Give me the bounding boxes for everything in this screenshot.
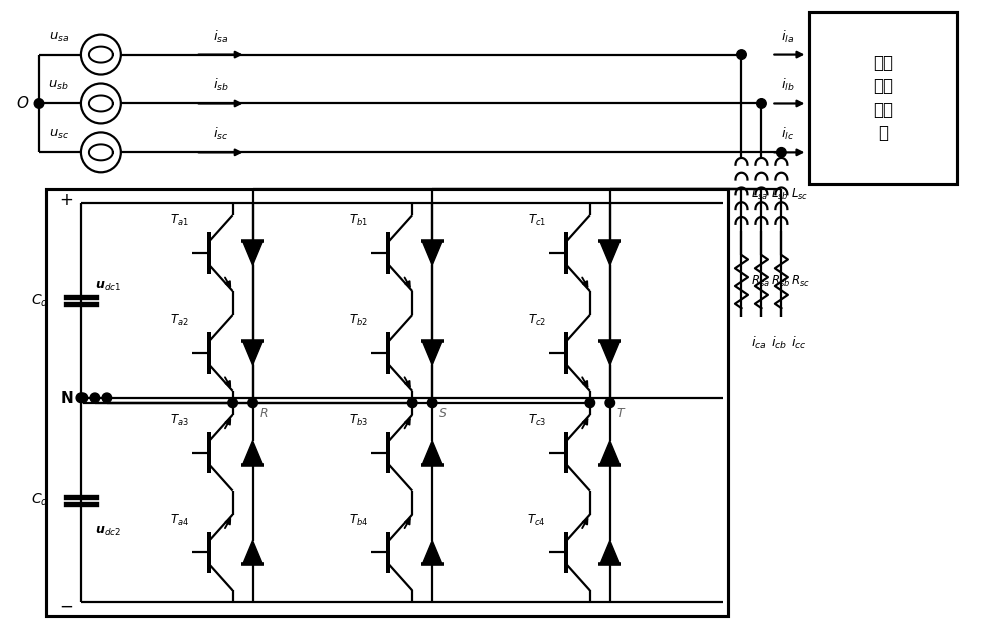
Circle shape — [228, 398, 237, 408]
Circle shape — [76, 393, 86, 403]
Text: $u_{sc}$: $u_{sc}$ — [49, 128, 69, 141]
Circle shape — [737, 50, 746, 59]
Polygon shape — [422, 341, 442, 365]
Text: $T_{a2}$: $T_{a2}$ — [170, 313, 189, 328]
Polygon shape — [243, 341, 263, 365]
Text: $O$: $O$ — [16, 95, 29, 111]
Polygon shape — [600, 441, 620, 465]
Text: $i_{cb}$: $i_{cb}$ — [771, 335, 788, 351]
Polygon shape — [600, 541, 620, 564]
Circle shape — [248, 398, 257, 408]
Polygon shape — [422, 541, 442, 564]
Text: $T_{b2}$: $T_{b2}$ — [349, 313, 368, 328]
Text: $R_{sb}$: $R_{sb}$ — [771, 274, 791, 289]
Text: $T_{b1}$: $T_{b1}$ — [349, 213, 368, 228]
Text: $i_{cc}$: $i_{cc}$ — [791, 335, 807, 351]
Text: $i_{ca}$: $i_{ca}$ — [751, 335, 767, 351]
Text: $T_{b4}$: $T_{b4}$ — [349, 512, 368, 528]
Text: $i_{lc}$: $i_{lc}$ — [781, 127, 794, 142]
Polygon shape — [422, 241, 442, 265]
Circle shape — [585, 398, 595, 408]
Text: $T_{c1}$: $T_{c1}$ — [528, 213, 546, 228]
Text: $T_{a3}$: $T_{a3}$ — [170, 413, 189, 428]
Text: $i_{sc}$: $i_{sc}$ — [213, 127, 228, 142]
Text: $T_{c3}$: $T_{c3}$ — [528, 413, 546, 428]
Text: $S$: $S$ — [438, 407, 448, 420]
Text: $i_{lb}$: $i_{lb}$ — [781, 77, 794, 93]
Text: 三相
非线
性负
载: 三相 非线 性负 载 — [873, 54, 893, 142]
Polygon shape — [243, 241, 263, 265]
Circle shape — [102, 393, 112, 403]
Text: $C_d$: $C_d$ — [31, 492, 49, 508]
Text: $C_d$: $C_d$ — [31, 292, 49, 309]
Polygon shape — [243, 441, 263, 465]
Text: $T_{b3}$: $T_{b3}$ — [349, 413, 368, 428]
Text: $T$: $T$ — [616, 407, 626, 420]
Text: $\mathbf{N}$: $\mathbf{N}$ — [60, 390, 73, 406]
Text: $L_{sc}$: $L_{sc}$ — [791, 187, 809, 202]
Circle shape — [757, 98, 766, 108]
Text: $-$: $-$ — [59, 596, 73, 614]
Text: $T_{a1}$: $T_{a1}$ — [170, 213, 189, 228]
Text: $L_{sa}$: $L_{sa}$ — [751, 187, 769, 202]
Text: $R$: $R$ — [259, 407, 268, 420]
Text: $T_{c2}$: $T_{c2}$ — [528, 313, 546, 328]
Circle shape — [90, 393, 100, 403]
Circle shape — [34, 98, 44, 108]
Text: $i_{sa}$: $i_{sa}$ — [213, 29, 228, 45]
FancyBboxPatch shape — [809, 12, 957, 184]
Circle shape — [407, 398, 417, 408]
Polygon shape — [600, 341, 620, 365]
Text: $u_{sa}$: $u_{sa}$ — [49, 31, 69, 43]
Text: $+$: $+$ — [59, 191, 73, 209]
Circle shape — [427, 398, 437, 408]
Circle shape — [777, 148, 786, 157]
Text: $i_{sb}$: $i_{sb}$ — [213, 77, 229, 93]
Text: $i_{la}$: $i_{la}$ — [781, 29, 794, 45]
Text: $\boldsymbol{u}_{dc1}$: $\boldsymbol{u}_{dc1}$ — [95, 279, 121, 293]
Text: $u_{sb}$: $u_{sb}$ — [48, 79, 69, 93]
FancyBboxPatch shape — [46, 189, 728, 617]
Polygon shape — [243, 541, 263, 564]
Circle shape — [78, 393, 88, 403]
Polygon shape — [600, 241, 620, 265]
Text: $T_{a4}$: $T_{a4}$ — [170, 512, 189, 528]
Polygon shape — [422, 441, 442, 465]
Text: $R_{sa}$: $R_{sa}$ — [751, 274, 770, 289]
Text: $L_{sb}$: $L_{sb}$ — [771, 187, 789, 202]
Text: $\boldsymbol{u}_{dc2}$: $\boldsymbol{u}_{dc2}$ — [95, 525, 121, 538]
Text: $T_{c4}$: $T_{c4}$ — [527, 512, 546, 528]
Text: $R_{sc}$: $R_{sc}$ — [791, 274, 810, 289]
Circle shape — [605, 398, 615, 408]
